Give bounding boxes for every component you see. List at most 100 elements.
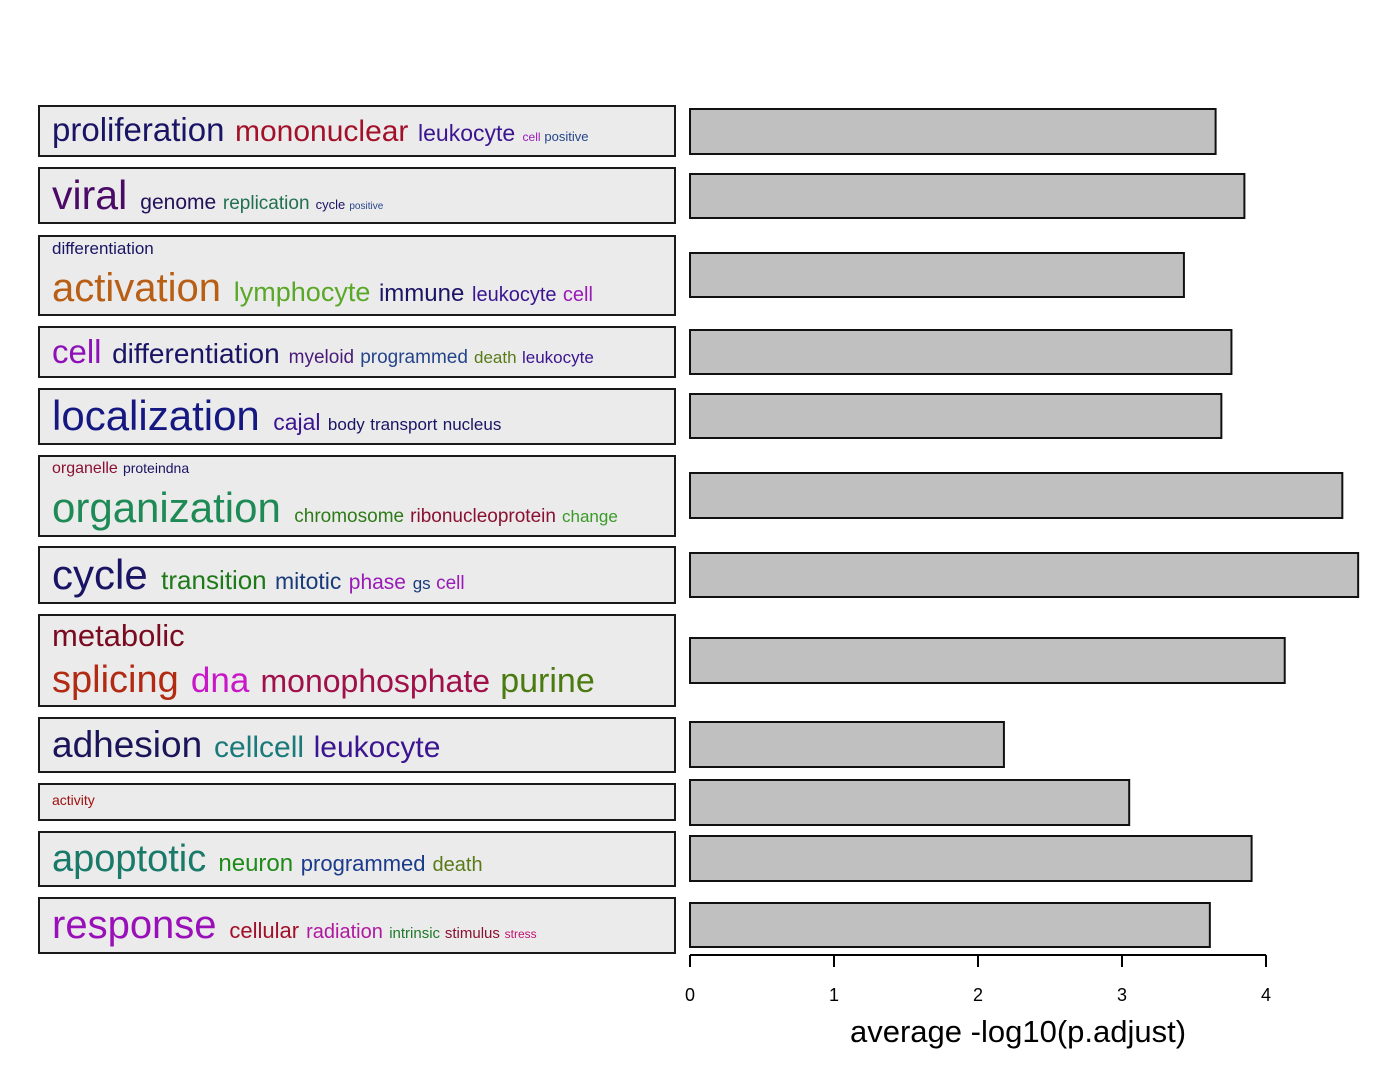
cloud-word: ribonucleoprotein — [410, 506, 556, 527]
bar — [689, 173, 1246, 219]
cloud-word: transport — [370, 415, 438, 434]
cloud-word: cellular — [229, 918, 300, 943]
word-cloud-line: response cellular radiation intrinsic stimul… — [52, 905, 541, 945]
cloud-word: leukocyte — [472, 284, 557, 306]
cloud-word: organelle — [52, 460, 118, 477]
cloud-word: adhesion — [52, 724, 203, 765]
word-cloud-box: cycle transition mitotic phase gs cell — [38, 546, 676, 604]
word-cloud-line: apoptotic neuron programmed death — [52, 840, 489, 878]
word-cloud-box: apoptotic neuron programmed death — [38, 831, 676, 887]
cloud-word: dna — [190, 661, 250, 700]
cloud-word: cycle — [52, 551, 148, 598]
cloud-word: activation — [52, 266, 221, 310]
cloud-word: cell — [52, 333, 102, 370]
cloud-word: localization — [52, 392, 260, 439]
cloud-word: change — [562, 507, 618, 526]
word-cloud-box: differentiation activation lymphocyte immun… — [38, 235, 676, 316]
cloud-word: differentiation — [52, 239, 154, 258]
bar — [689, 329, 1233, 375]
cloud-word: mononuclear — [234, 115, 409, 148]
x-tick-label: 0 — [685, 985, 695, 1005]
cloud-word: stimulus — [444, 925, 500, 942]
cloud-word: genome — [140, 191, 217, 214]
word-cloud-line: cell differentiation myeloid programmed deat… — [52, 335, 599, 368]
bar — [689, 552, 1360, 598]
bar — [689, 835, 1253, 882]
cloud-word: proliferation — [52, 111, 225, 148]
cloud-word: mitotic — [274, 568, 342, 594]
cloud-word: programmed — [360, 347, 468, 368]
cloud-word: metabolic — [52, 618, 185, 653]
cloud-word: cellcell — [214, 731, 305, 764]
word-cloud-box: metabolic splicing dna monophosphate purine — [38, 614, 676, 707]
cloud-word: transition — [161, 565, 267, 595]
word-cloud-line: adhesion cellcell leukocyte — [52, 726, 450, 763]
cloud-word: cycle — [315, 197, 346, 212]
cloud-word: cell — [436, 573, 465, 594]
word-cloud-box: proliferation mononuclear leukocyte cell pos… — [38, 105, 676, 157]
bar — [689, 108, 1217, 155]
cloud-word: leukocyte — [521, 348, 594, 367]
bar — [689, 721, 1005, 768]
cloud-word: immune — [378, 280, 465, 307]
cloud-word: death — [432, 854, 483, 876]
cloud-word: response — [52, 903, 217, 947]
word-cloud-line: differentiation — [52, 240, 159, 258]
word-cloud-line: organelle proteindna — [52, 461, 194, 477]
cloud-word: leukocyte — [418, 120, 516, 146]
cloud-word: programmed — [300, 851, 426, 876]
cloud-word: nucleus — [442, 415, 502, 434]
cloud-word: lymphocyte — [233, 277, 371, 307]
cloud-word: stress — [504, 927, 537, 941]
bar — [689, 252, 1185, 298]
cloud-word: replication — [222, 193, 310, 214]
word-cloud-line: cycle transition mitotic phase gs cell — [52, 554, 471, 596]
word-cloud-line: splicing dna monophosphate purine — [52, 661, 606, 699]
bar — [689, 902, 1211, 948]
cloud-word: activity — [52, 792, 95, 808]
cloud-word: positive — [544, 129, 589, 144]
x-axis-title: average -log10(p.adjust) — [850, 1014, 1187, 1049]
bar — [689, 472, 1344, 519]
word-cloud-line: activity — [52, 793, 99, 809]
cloud-word: cell — [562, 284, 593, 306]
cloud-word: gs — [412, 574, 431, 593]
cloud-word: myeloid — [288, 347, 355, 368]
cloud-word: purine — [500, 662, 595, 700]
word-cloud-box: activity — [38, 783, 676, 821]
word-cloud-box: cell differentiation myeloid programmed deat… — [38, 326, 676, 378]
cloud-word: death — [474, 348, 517, 367]
cloud-word: apoptotic — [52, 838, 207, 880]
cloud-word: proteindna — [122, 460, 190, 476]
cloud-word: phase — [348, 571, 406, 594]
cloud-word: monophosphate — [260, 663, 490, 699]
word-cloud-box: response cellular radiation intrinsic stimul… — [38, 897, 676, 954]
bar — [689, 779, 1131, 826]
word-cloud-box: adhesion cellcell leukocyte — [38, 717, 676, 773]
cloud-word: viral — [52, 172, 128, 218]
word-cloud-line: activation lymphocyte immune leukocyte cell — [52, 268, 599, 308]
x-tick-label: 2 — [973, 985, 983, 1005]
cloud-word: leukocyte — [313, 731, 441, 764]
x-tick-label: 4 — [1261, 985, 1271, 1005]
cloud-word: radiation — [306, 921, 383, 943]
cloud-word: cell — [522, 130, 541, 144]
bar — [689, 393, 1223, 439]
word-cloud-line: organization chromosome ribonucleoprotein c… — [52, 487, 623, 529]
word-cloud-line: metabolic — [52, 620, 195, 651]
x-tick-label: 3 — [1117, 985, 1127, 1005]
cloud-word: differentiation — [112, 338, 280, 369]
word-cloud-box: localization cajal body transport nucleus — [38, 388, 676, 445]
word-cloud-line: viral genome replication cycle positive — [52, 175, 386, 216]
cloud-word: chromosome — [294, 506, 405, 527]
cloud-word: body — [327, 415, 365, 434]
word-cloud-line: proliferation mononuclear leukocyte cell pos… — [52, 113, 593, 147]
cloud-word: organization — [52, 484, 281, 531]
cloud-word: cajal — [273, 409, 321, 435]
bar — [689, 637, 1286, 684]
cloud-word: splicing — [52, 659, 179, 701]
word-cloud-box: viral genome replication cycle positive — [38, 167, 676, 224]
cloud-word: neuron — [218, 850, 294, 877]
x-tick-label: 1 — [829, 985, 839, 1005]
cloud-word: intrinsic — [389, 925, 441, 942]
